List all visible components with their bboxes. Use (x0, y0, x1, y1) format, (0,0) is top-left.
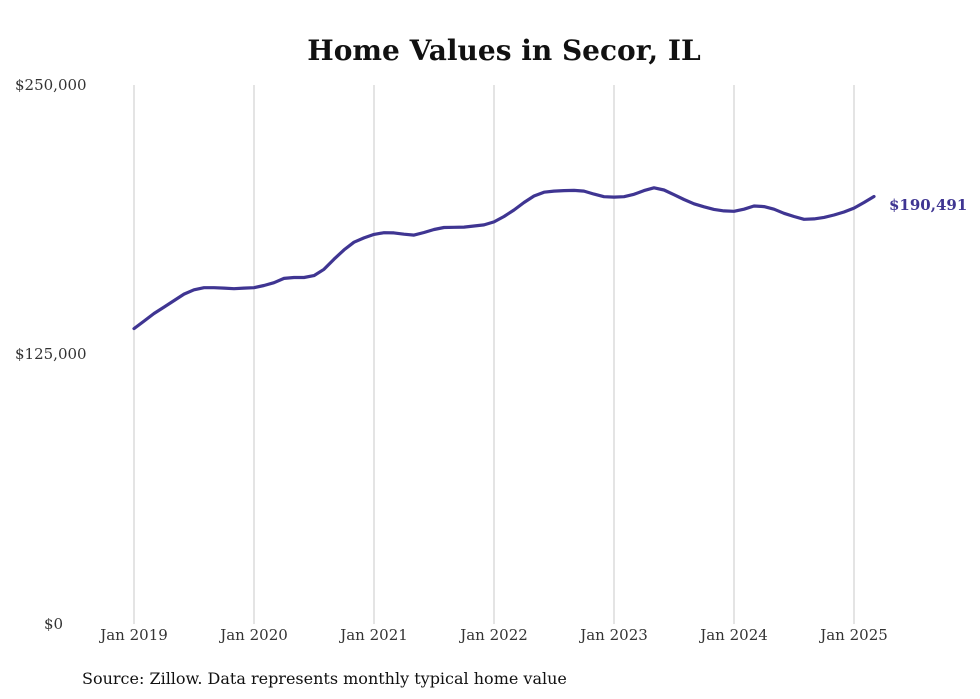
x-tick-label-2025-01: Jan 2025 (818, 626, 888, 644)
x-tick-label-2023-01: Jan 2023 (578, 626, 648, 644)
x-tick-label-2021-01: Jan 2021 (338, 626, 408, 644)
x-tick-label-2019-01: Jan 2019 (98, 626, 168, 644)
vertical-gridlines (133, 85, 855, 624)
latest-value-label: $190,491 (889, 196, 967, 214)
x-tick-label-2024-01: Jan 2024 (698, 626, 768, 644)
y-tick-label-bottom: $0 (44, 615, 63, 633)
x-tick-label-2022-01: Jan 2022 (458, 626, 528, 644)
x-tick-label-2020-01: Jan 2020 (218, 626, 288, 644)
y-tick-label-top: $250,000 (15, 76, 87, 94)
home-value-line (132, 186, 876, 331)
x-axis-tick-labels: Jan 2019 Jan 2020 Jan 2021 Jan 2022 Jan 2023… (98, 626, 888, 644)
source-note: Source: Zillow. Data represents monthly … (82, 669, 567, 688)
chart-title: Home Values in Secor, IL (307, 34, 701, 67)
y-tick-label-mid: $125,000 (15, 345, 87, 363)
